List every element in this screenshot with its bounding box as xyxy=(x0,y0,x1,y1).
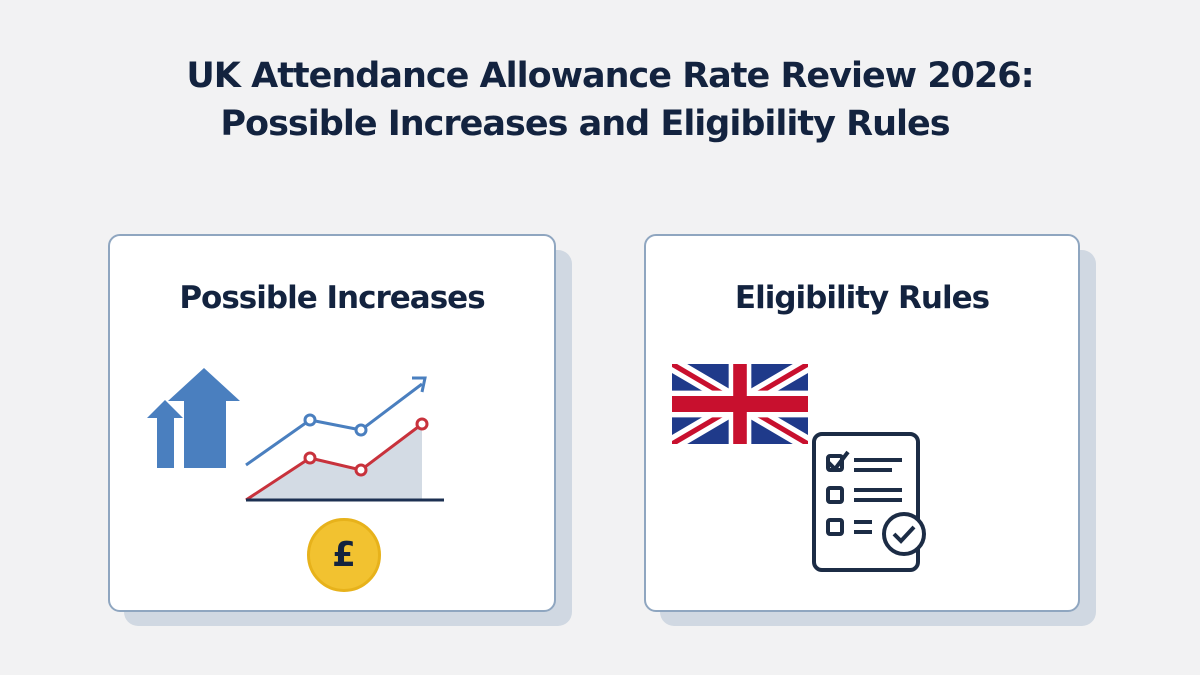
checklist-icon xyxy=(812,432,926,572)
check-circle-icon xyxy=(882,512,926,556)
card-title: Possible Increases xyxy=(179,280,485,316)
title-line-2: Possible Increases and Eligibility Rules xyxy=(220,104,950,144)
title-line-1: UK Attendance Allowance Rate Review 2026… xyxy=(186,56,1034,96)
page-title: UK Attendance Allowance Rate Review 2026… xyxy=(0,52,1200,148)
line-chart-icon xyxy=(245,376,444,502)
card-title: Eligibility Rules xyxy=(734,280,990,316)
possible-increases-card: Possible Increases £ xyxy=(108,234,556,612)
up-arrows-icon xyxy=(147,368,240,468)
pound-symbol: £ xyxy=(332,535,356,575)
uk-flag-icon xyxy=(672,364,808,444)
eligibility-rules-card: Eligibility Rules xyxy=(644,234,1080,612)
pound-coin-icon: £ xyxy=(307,518,381,592)
